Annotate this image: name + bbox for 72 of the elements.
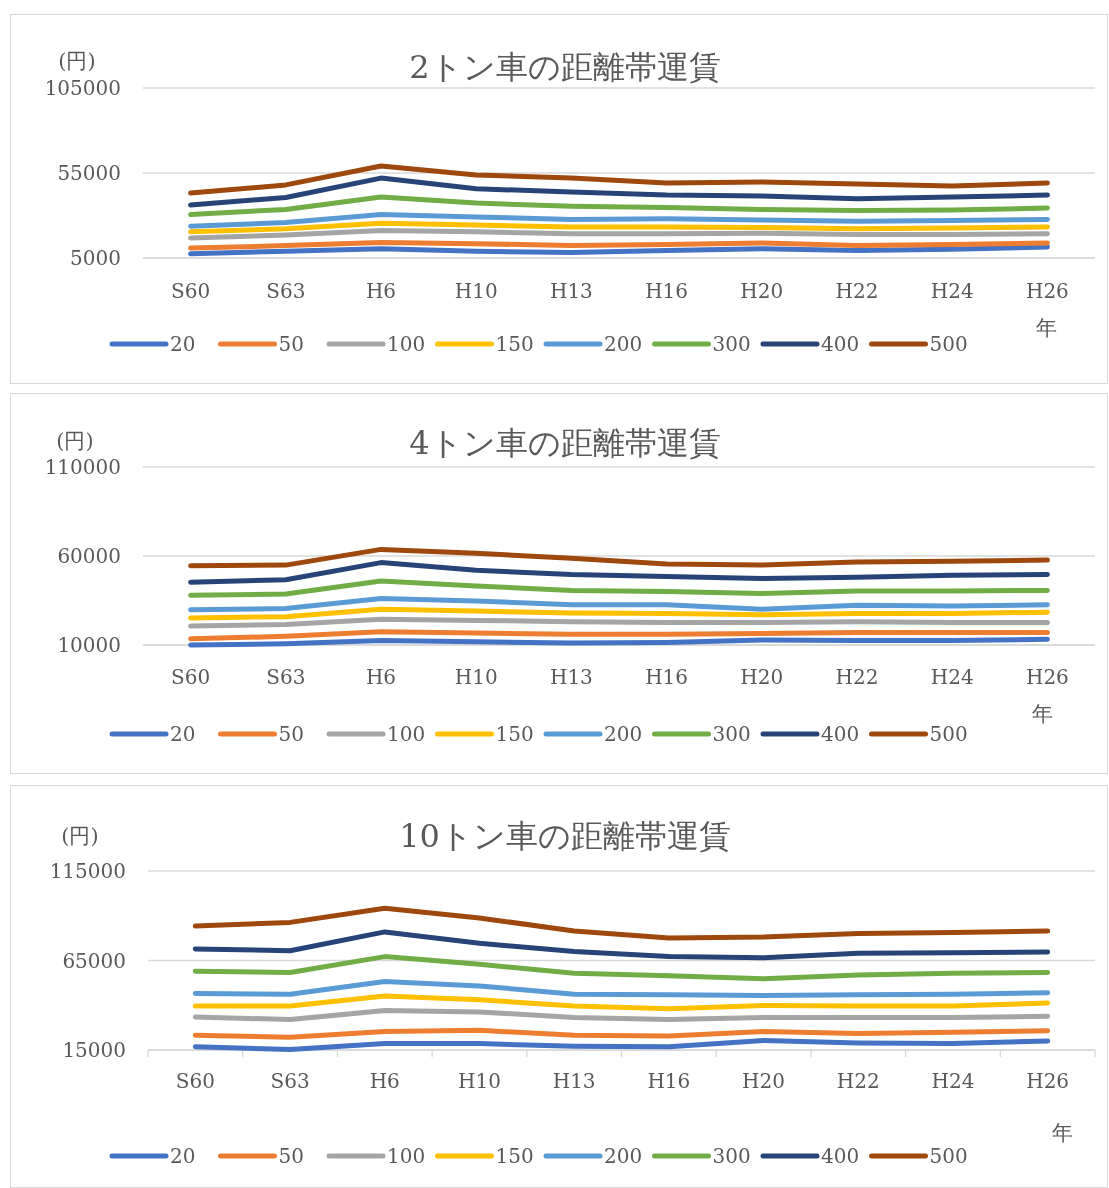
x-tick-label: H24: [931, 1069, 975, 1093]
x-tick-label: S60: [171, 665, 211, 689]
x-tick-label: H6: [369, 1069, 400, 1093]
x-tick-label: H10: [454, 665, 498, 689]
x-tick-label: H22: [835, 279, 879, 303]
legend-label: 500: [929, 722, 968, 746]
chart-title: 2トン車の距離帯運賃: [409, 48, 721, 86]
y-axis-title: (円): [58, 49, 96, 73]
x-tick-label: H13: [552, 1069, 596, 1093]
y-tick-label: 110000: [44, 455, 121, 479]
legend-label: 400: [821, 722, 860, 746]
x-tick-label: H10: [458, 1069, 501, 1093]
x-tick-label: H6: [365, 279, 397, 303]
legend-label: 50: [278, 1144, 304, 1168]
x-tick-label: H26: [1025, 665, 1069, 689]
y-tick-label: 55000: [57, 161, 121, 185]
y-tick-label: 15000: [62, 1038, 126, 1062]
legend-label: 300: [712, 722, 751, 746]
x-tick-label: S63: [266, 279, 306, 303]
y-tick-label: 60000: [57, 544, 121, 568]
legend-label: 200: [604, 1144, 643, 1168]
x-axis-title: 年: [1035, 316, 1057, 340]
x-tick-label: H24: [930, 665, 974, 689]
x-tick-label: S63: [266, 665, 306, 689]
legend-label: 150: [495, 332, 534, 356]
y-tick-label: 115000: [49, 859, 126, 883]
legend-label: 150: [495, 722, 534, 746]
chart-title: 4トン車の距離帯運賃: [409, 424, 721, 462]
legend-label: 300: [712, 332, 751, 356]
x-axis-title: 年: [1031, 702, 1053, 726]
x-tick-label: H22: [835, 665, 879, 689]
x-tick-label: S63: [270, 1069, 310, 1093]
x-tick-label: S60: [171, 279, 211, 303]
x-tick-label: H16: [645, 279, 689, 303]
y-tick-label: 65000: [62, 948, 126, 973]
legend-label: 150: [495, 1144, 534, 1168]
legend-label: 20: [170, 1144, 196, 1168]
y-axis-title: (円): [61, 824, 99, 848]
x-tick-label: H13: [549, 665, 593, 689]
x-axis-title: 年: [1051, 1121, 1073, 1145]
y-tick-label: 5000: [70, 246, 121, 270]
x-tick-label: H26: [1026, 1069, 1070, 1093]
x-tick-label: H22: [836, 1069, 880, 1093]
x-tick-label: H26: [1025, 279, 1069, 303]
legend-label: 500: [929, 332, 968, 356]
legend-label: 100: [387, 332, 426, 356]
x-tick-label: H10: [454, 279, 498, 303]
y-axis-title: (円): [56, 429, 94, 453]
legend-label: 20: [170, 332, 196, 356]
x-tick-label: H6: [365, 665, 397, 689]
x-tick-label: H20: [740, 665, 784, 689]
legend-label: 50: [278, 722, 304, 746]
chart-title: 10トン車の距離帯運賃: [399, 817, 731, 855]
legend-label: 20: [170, 722, 196, 746]
x-tick-label: H24: [930, 279, 974, 303]
x-tick-label: H20: [742, 1069, 785, 1093]
legend-label: 300: [712, 1144, 751, 1168]
legend-label: 500: [929, 1144, 968, 1168]
legend-label: 200: [604, 722, 643, 746]
legend-label: 400: [821, 332, 860, 356]
x-tick-label: H13: [549, 279, 593, 303]
legend-label: 400: [821, 1144, 860, 1168]
x-tick-label: H16: [647, 1069, 691, 1093]
x-tick-label: S60: [175, 1069, 215, 1093]
legend-label: 50: [278, 332, 304, 356]
y-tick-label: 10000: [57, 633, 121, 657]
legend-label: 100: [387, 722, 426, 746]
legend-label: 200: [604, 332, 643, 356]
x-tick-label: H16: [645, 665, 689, 689]
y-tick-label: 105000: [44, 76, 121, 100]
legend-label: 100: [387, 1144, 426, 1168]
x-tick-label: H20: [740, 279, 784, 303]
